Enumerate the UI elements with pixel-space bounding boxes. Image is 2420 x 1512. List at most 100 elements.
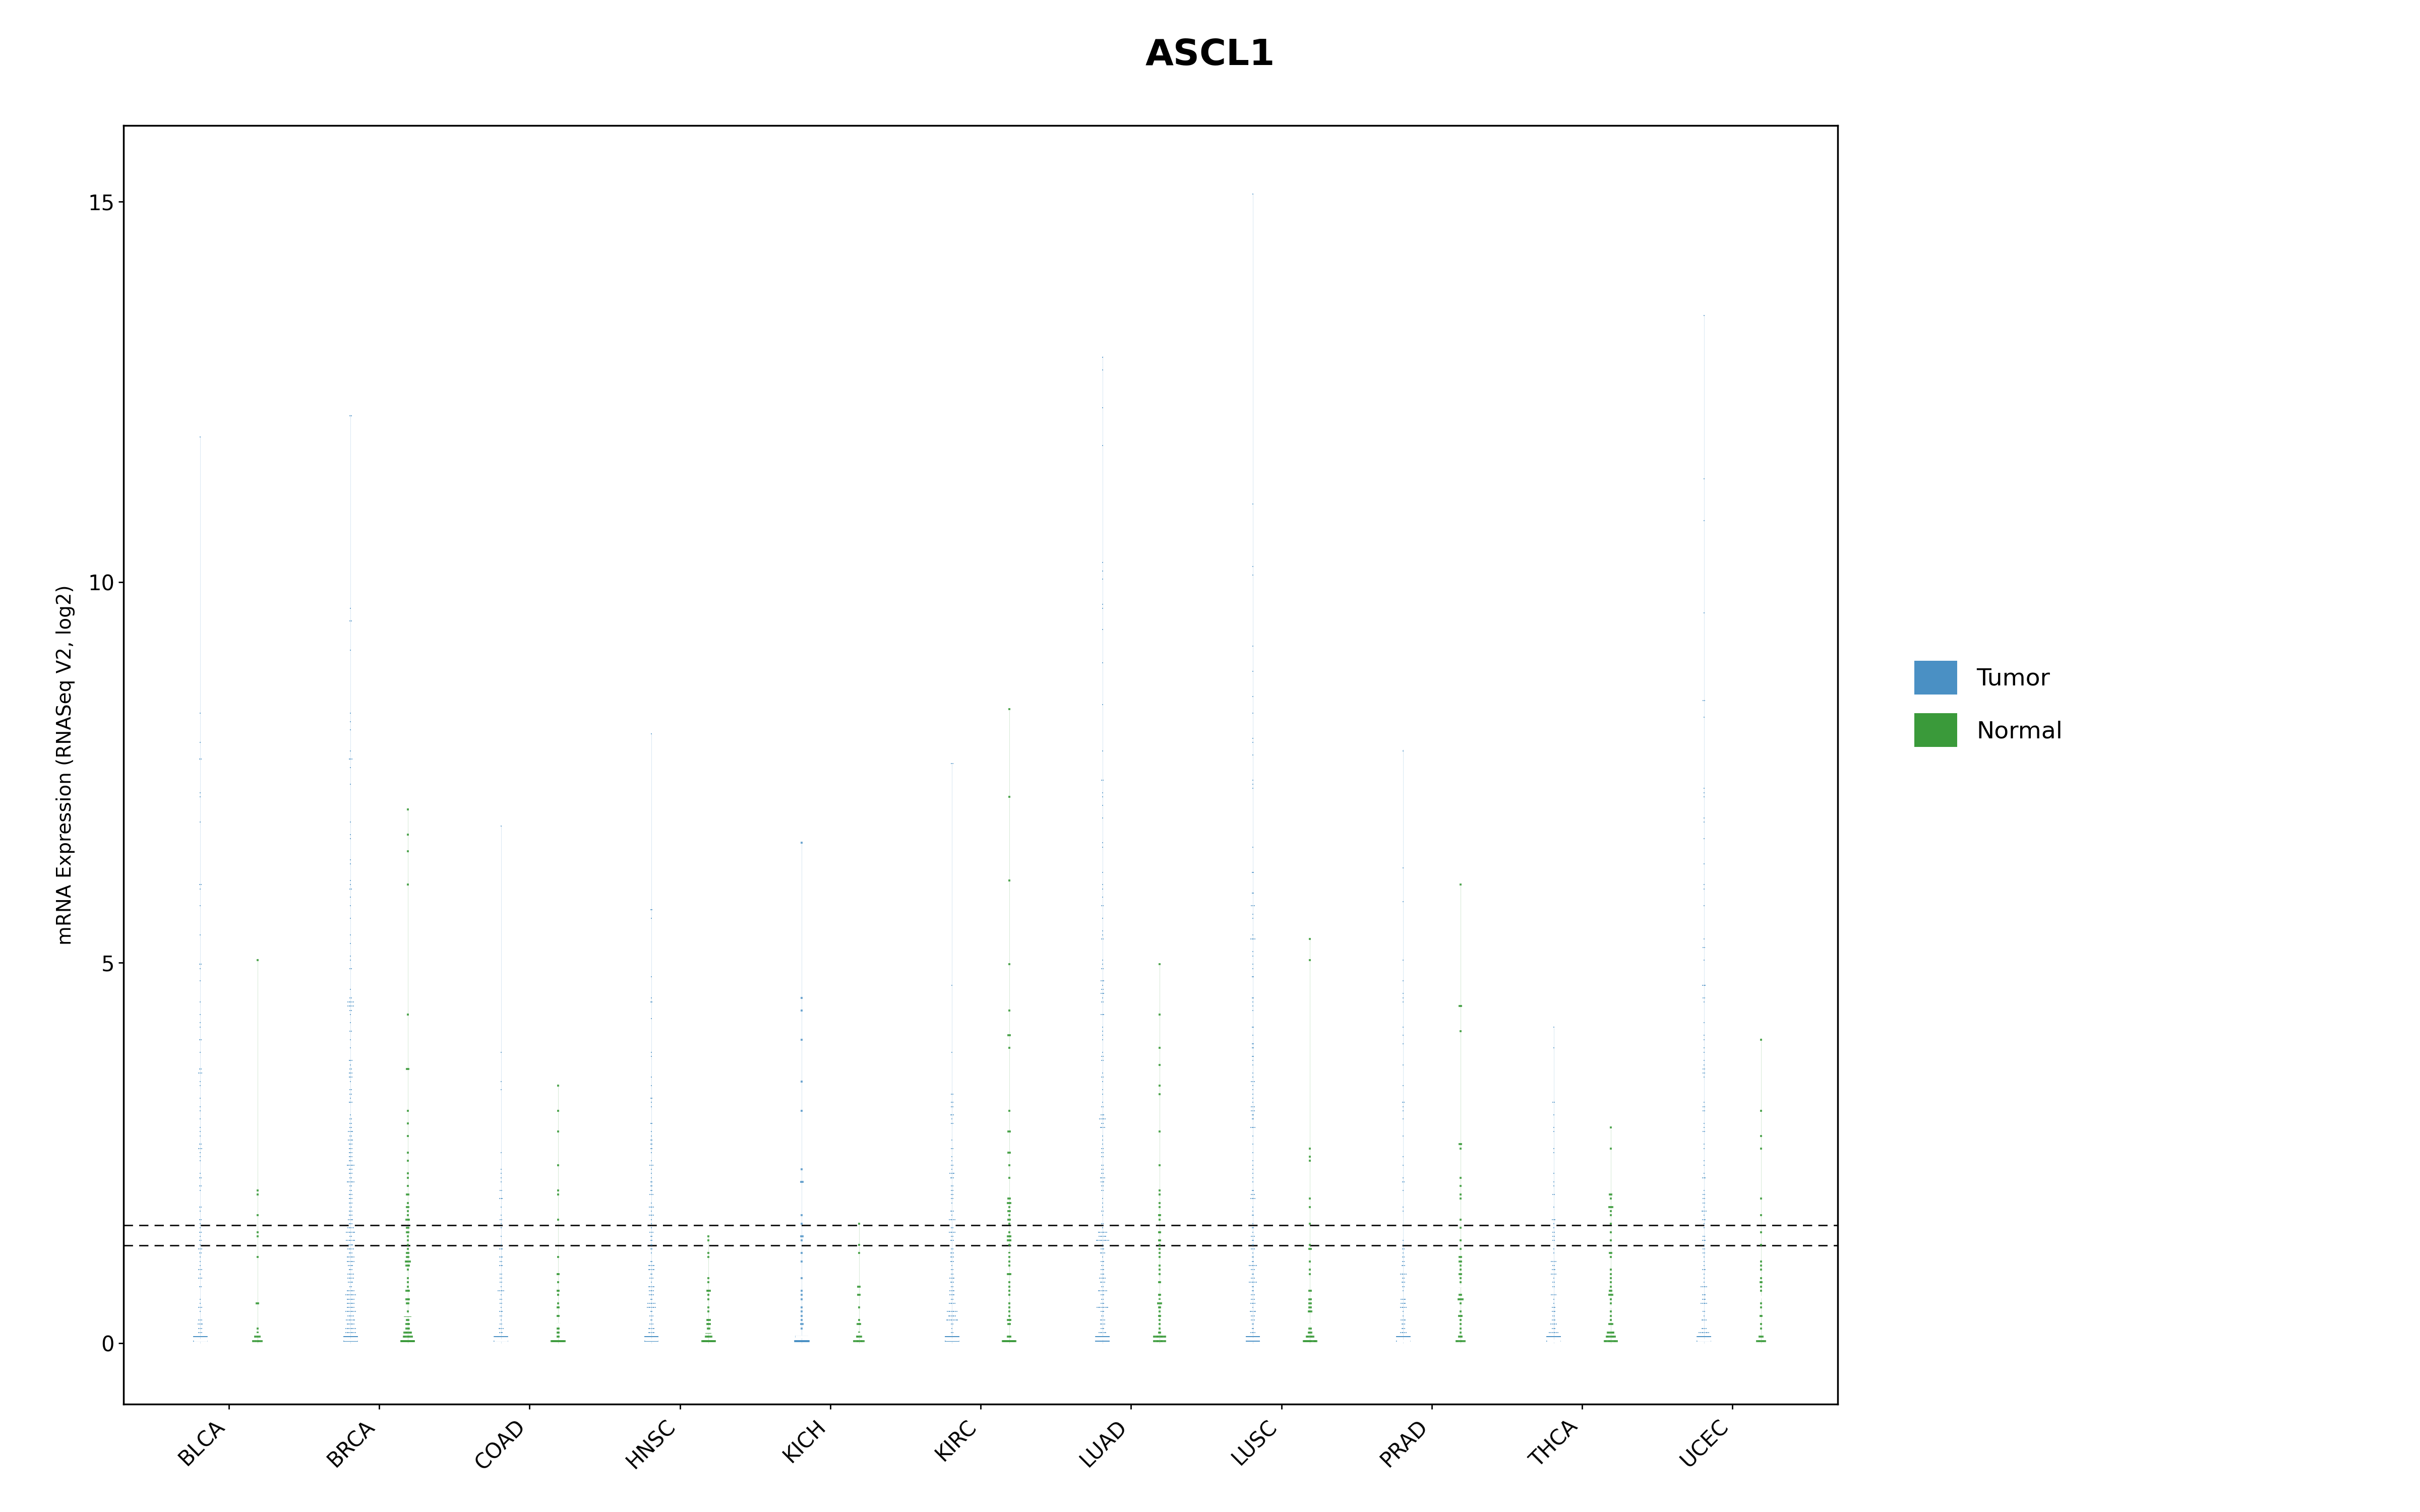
- Point: [1532, 1329, 1571, 1353]
- Point: [1227, 1325, 1266, 1349]
- Point: [1529, 1329, 1568, 1353]
- Point: [1084, 1329, 1123, 1353]
- Point: [486, 1329, 525, 1353]
- Point: [387, 1232, 426, 1256]
- Point: [840, 1312, 878, 1337]
- Point: [1232, 1329, 1270, 1353]
- Point: [182, 969, 220, 993]
- Point: [336, 1329, 375, 1353]
- Point: [1229, 1329, 1268, 1353]
- Point: [1537, 1329, 1575, 1353]
- Point: [1377, 1329, 1416, 1353]
- Point: [1087, 1329, 1125, 1353]
- Point: [336, 1325, 375, 1349]
- Point: [1234, 1329, 1273, 1353]
- Point: [1234, 1102, 1273, 1126]
- Point: [182, 1095, 220, 1119]
- Point: [179, 1312, 218, 1337]
- Point: [1082, 1329, 1120, 1353]
- Point: [1679, 1329, 1718, 1353]
- Point: [1084, 1329, 1123, 1353]
- Point: [1234, 1249, 1273, 1273]
- Point: [1529, 1329, 1568, 1353]
- Point: [332, 998, 370, 1022]
- Point: [632, 1182, 670, 1207]
- Point: [324, 1325, 363, 1349]
- Point: [1234, 1178, 1273, 1202]
- Point: [627, 1329, 666, 1353]
- Point: [1232, 1329, 1270, 1353]
- Point: [1527, 1329, 1566, 1353]
- Point: [1295, 1325, 1333, 1349]
- Point: [479, 1329, 518, 1353]
- Point: [1087, 1329, 1125, 1353]
- Point: [479, 1317, 518, 1341]
- Point: [1239, 1325, 1278, 1349]
- Point: [332, 1325, 370, 1349]
- Point: [1537, 1329, 1575, 1353]
- Point: [332, 1173, 370, 1198]
- Point: [482, 1325, 520, 1349]
- Point: [182, 1291, 220, 1315]
- Point: [484, 1329, 523, 1353]
- Point: [632, 1329, 670, 1353]
- Point: [632, 1329, 670, 1353]
- Point: [1079, 1329, 1118, 1353]
- Point: [1137, 1329, 1176, 1353]
- Point: [1384, 1270, 1423, 1294]
- Point: [932, 1329, 970, 1353]
- Point: [927, 1329, 966, 1353]
- Point: [1679, 1325, 1718, 1349]
- Point: [629, 1279, 668, 1303]
- Point: [1534, 1270, 1573, 1294]
- Point: [1239, 1329, 1278, 1353]
- Point: [627, 1329, 666, 1353]
- Point: [182, 1258, 220, 1282]
- Point: [1679, 1329, 1718, 1353]
- Point: [636, 1329, 675, 1353]
- Point: [1539, 1329, 1578, 1353]
- Point: [332, 1303, 370, 1328]
- Point: [639, 1329, 678, 1353]
- Point: [840, 1308, 878, 1332]
- Point: [927, 1325, 966, 1349]
- Point: [1232, 1329, 1270, 1353]
- Point: [332, 1329, 370, 1353]
- Point: [1237, 1270, 1275, 1294]
- Point: [336, 1325, 375, 1349]
- Point: [482, 1329, 520, 1353]
- Point: [1234, 1325, 1273, 1349]
- Point: [179, 1132, 218, 1157]
- Point: [327, 1317, 365, 1341]
- Point: [1384, 1232, 1423, 1256]
- Point: [937, 1329, 975, 1353]
- Point: [186, 1329, 225, 1353]
- Point: [329, 1329, 368, 1353]
- Point: [477, 1329, 515, 1353]
- Point: [482, 1329, 520, 1353]
- Point: [1389, 1329, 1428, 1353]
- Point: [334, 1325, 373, 1349]
- Point: [1529, 1329, 1568, 1353]
- Point: [177, 1329, 215, 1353]
- Point: [1682, 1329, 1721, 1353]
- Point: [1382, 1329, 1421, 1353]
- Point: [486, 1329, 525, 1353]
- Point: [932, 1329, 970, 1353]
- Point: [840, 1320, 878, 1344]
- Point: [927, 1329, 966, 1353]
- Point: [329, 1325, 368, 1349]
- Point: [334, 1329, 373, 1353]
- Point: [1684, 1208, 1723, 1232]
- Point: [332, 1329, 370, 1353]
- Point: [632, 1329, 670, 1353]
- Point: [1379, 1325, 1418, 1349]
- Point: [329, 1329, 368, 1353]
- Point: [636, 1329, 675, 1353]
- Point: [937, 1329, 975, 1353]
- Point: [1684, 986, 1723, 1010]
- Point: [477, 1325, 515, 1349]
- Point: [934, 1329, 973, 1353]
- Point: [1684, 1194, 1723, 1219]
- Point: [334, 1325, 373, 1349]
